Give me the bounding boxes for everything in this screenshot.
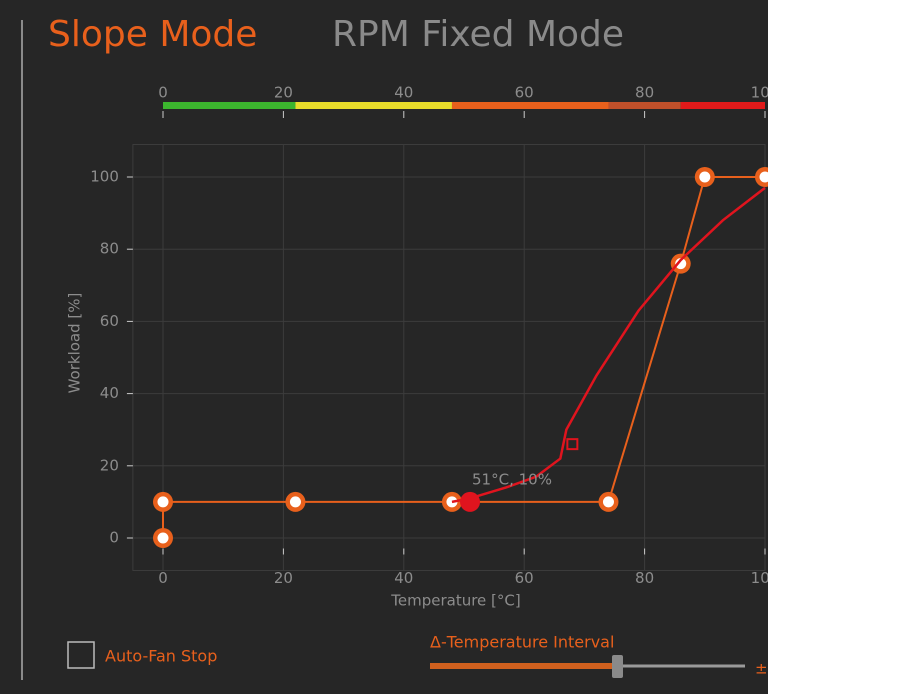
point-center (157, 496, 169, 508)
series-line (451, 186, 766, 504)
top-tick-label: 40 (394, 84, 413, 102)
y-axis-label: Workload [%] (66, 293, 84, 394)
y-tick-label: 20 (100, 456, 119, 474)
current-point-label: 51°C, 10% (472, 470, 552, 488)
point-center (759, 171, 768, 183)
x-tick-label: 60 (515, 569, 534, 587)
point-center (699, 171, 711, 183)
series-line (162, 176, 765, 538)
zone (163, 102, 296, 109)
slider-suffix: ± (755, 660, 768, 678)
slider-label: Δ-Temperature Interval (430, 633, 614, 652)
y-tick-label: 60 (100, 312, 119, 330)
point-center (289, 496, 301, 508)
x-tick-label: 20 (274, 569, 293, 587)
current-point (460, 491, 481, 512)
zone (608, 102, 681, 109)
point-center (675, 258, 687, 270)
checkbox[interactable] (67, 641, 95, 669)
point-center (157, 532, 169, 544)
top-tick-label: 0 (158, 84, 168, 102)
checkbox-label[interactable]: Auto-Fan Stop (105, 647, 217, 666)
x-tick-label: 40 (394, 569, 413, 587)
tab-slope[interactable]: Slope Mode (48, 14, 257, 55)
zone (451, 102, 609, 109)
tab-rpm[interactable]: RPM Fixed Mode (332, 14, 624, 55)
x-tick-label: 0 (158, 569, 168, 587)
x-axis-label: Temperature [°C] (390, 592, 520, 610)
point-center (602, 496, 614, 508)
slider-thumb[interactable] (612, 655, 623, 678)
y-tick-label: 100 (90, 168, 119, 186)
top-tick-label: 100 (751, 84, 768, 102)
top-tick-label: 20 (274, 84, 293, 102)
x-tick-label: 100 (751, 569, 768, 587)
y-tick-label: 40 (100, 384, 119, 402)
zone (680, 102, 765, 109)
y-tick-label: 80 (100, 240, 119, 258)
zone (295, 102, 452, 109)
chart: Slope Mode RPM Fixed Mode Temperature [°… (21, 14, 768, 680)
x-tick-label: 80 (635, 569, 654, 587)
top-tick-label: 60 (515, 84, 534, 102)
panel: Slope Mode RPM Fixed Mode Temperature [°… (0, 0, 768, 694)
top-tick-label: 80 (635, 84, 654, 102)
marker-square (566, 438, 579, 451)
y-tick-label: 0 (109, 529, 119, 547)
